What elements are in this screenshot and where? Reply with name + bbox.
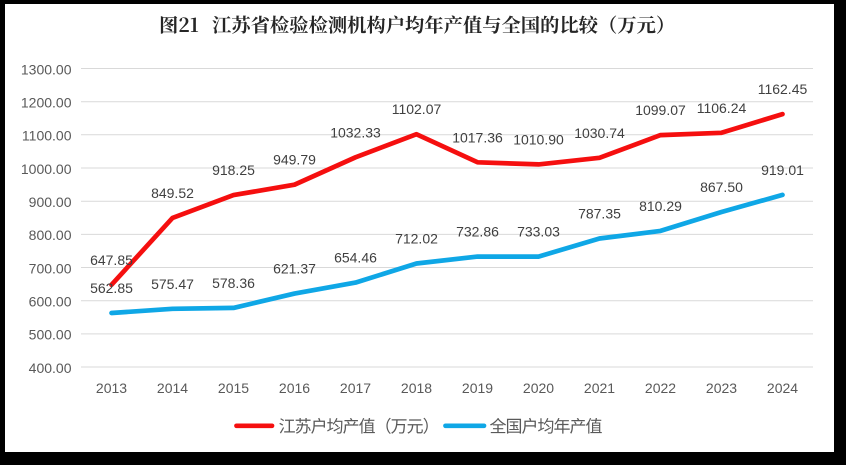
svg-text:700.00: 700.00 <box>29 260 72 276</box>
svg-text:949.79: 949.79 <box>273 152 316 168</box>
svg-text:2022: 2022 <box>645 380 676 396</box>
svg-text:1030.74: 1030.74 <box>574 125 625 141</box>
svg-text:732.86: 732.86 <box>456 224 499 240</box>
svg-text:1102.07: 1102.07 <box>392 101 442 117</box>
svg-text:918.25: 918.25 <box>212 162 255 178</box>
svg-text:810.29: 810.29 <box>639 198 682 214</box>
svg-text:575.47: 575.47 <box>151 276 194 292</box>
svg-text:2024: 2024 <box>767 380 798 396</box>
svg-text:800.00: 800.00 <box>29 227 72 243</box>
svg-text:2018: 2018 <box>401 380 432 396</box>
svg-text:1162.45: 1162.45 <box>758 81 808 97</box>
svg-text:712.02: 712.02 <box>395 231 438 247</box>
svg-text:1000.00: 1000.00 <box>21 161 72 177</box>
svg-text:600.00: 600.00 <box>29 294 72 310</box>
svg-text:654.46: 654.46 <box>334 250 377 266</box>
svg-text:919.01: 919.01 <box>761 162 804 178</box>
svg-text:562.85: 562.85 <box>90 280 133 296</box>
svg-text:2014: 2014 <box>157 380 188 396</box>
svg-text:1017.36: 1017.36 <box>452 129 503 145</box>
svg-text:1200.00: 1200.00 <box>21 95 72 111</box>
svg-text:2016: 2016 <box>279 380 310 396</box>
svg-text:2023: 2023 <box>706 380 737 396</box>
svg-text:2019: 2019 <box>462 380 493 396</box>
svg-text:2017: 2017 <box>340 380 371 396</box>
svg-text:2013: 2013 <box>96 380 127 396</box>
svg-text:578.36: 578.36 <box>212 275 255 291</box>
svg-text:867.50: 867.50 <box>700 179 743 195</box>
svg-text:500.00: 500.00 <box>29 327 72 343</box>
svg-text:2015: 2015 <box>218 380 249 396</box>
svg-text:400.00: 400.00 <box>29 360 72 376</box>
svg-text:1106.24: 1106.24 <box>697 100 747 116</box>
svg-text:900.00: 900.00 <box>29 194 72 210</box>
svg-text:1300.00: 1300.00 <box>21 61 72 77</box>
svg-text:2021: 2021 <box>584 380 615 396</box>
svg-text:647.85: 647.85 <box>90 252 133 268</box>
svg-text:1010.90: 1010.90 <box>513 131 564 147</box>
svg-text:733.03: 733.03 <box>517 224 560 240</box>
svg-text:1100.00: 1100.00 <box>22 128 72 144</box>
svg-text:849.52: 849.52 <box>151 185 194 201</box>
svg-text:621.37: 621.37 <box>273 261 316 277</box>
svg-text:2020: 2020 <box>523 380 554 396</box>
svg-text:787.35: 787.35 <box>578 206 621 222</box>
svg-text:1032.33: 1032.33 <box>330 124 381 140</box>
svg-text:1099.07: 1099.07 <box>635 102 686 118</box>
